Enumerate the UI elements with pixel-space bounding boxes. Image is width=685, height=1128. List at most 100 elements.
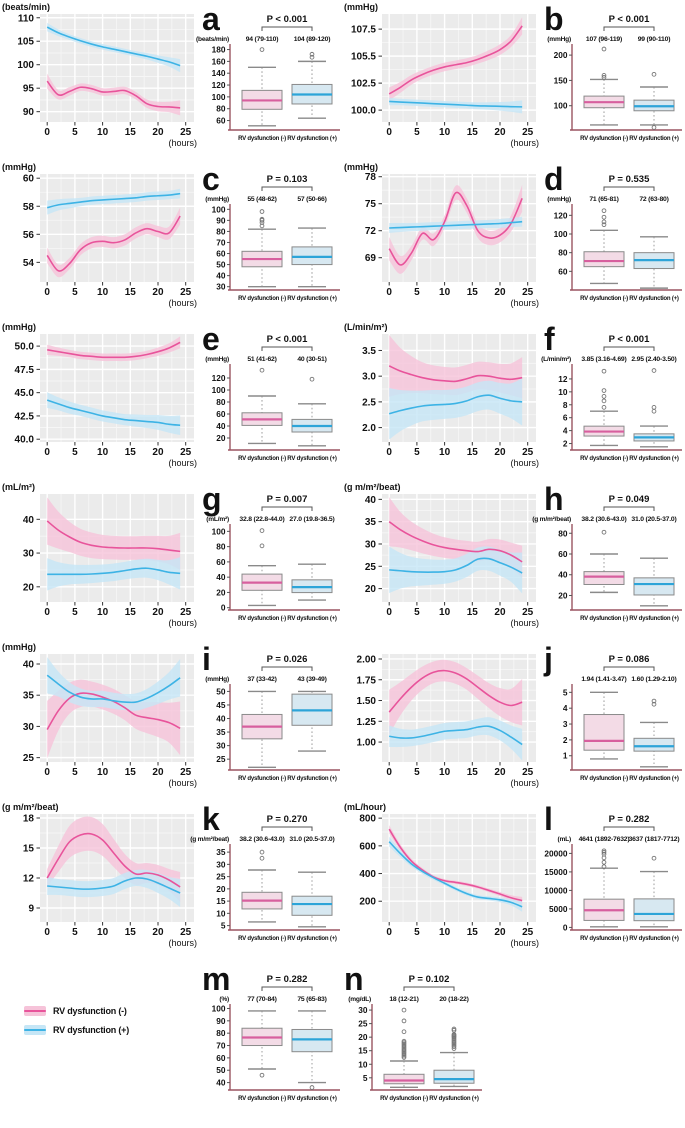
- svg-text:70: 70: [216, 1041, 226, 1051]
- svg-text:35: 35: [365, 517, 377, 528]
- y-axis-unit: (mL/m²): [2, 482, 35, 492]
- outlier: [309, 54, 315, 60]
- median-iqr-label: 31.0 (20.5-37.0): [289, 836, 334, 843]
- box-unit: (mmHg): [547, 196, 571, 203]
- svg-text:15: 15: [467, 927, 479, 938]
- svg-text:10: 10: [439, 287, 451, 298]
- outlier: [651, 855, 657, 861]
- group-label: RV dysfunction (-): [238, 295, 286, 302]
- svg-text:15: 15: [467, 287, 479, 298]
- median-iqr-label: 1.94 (1.41-3.47): [581, 676, 626, 683]
- median-iqr-label: 1.60 (1.29-2.10): [631, 676, 676, 683]
- line-chart-i: 25 30 35 40 0 5 10 15 20 25 (hours) (mmHg): [0, 640, 200, 800]
- svg-text:2.5: 2.5: [362, 397, 376, 408]
- y-axis-unit: (beats/min): [2, 2, 50, 12]
- svg-text:40: 40: [23, 659, 35, 670]
- box-blue: [633, 557, 675, 607]
- svg-text:35: 35: [23, 691, 35, 702]
- median-iqr-label: 72 (63-80): [639, 196, 668, 203]
- blue-band: [389, 836, 523, 912]
- svg-text:40: 40: [216, 271, 226, 281]
- svg-text:3.0: 3.0: [362, 372, 376, 383]
- svg-text:15000: 15000: [544, 867, 567, 877]
- median-iqr-label: 38.2 (30.6-43.0): [239, 836, 284, 843]
- svg-text:15: 15: [467, 127, 479, 138]
- pink-line: [388, 669, 523, 713]
- box-pink: [583, 529, 625, 594]
- blue-line: [46, 26, 181, 67]
- boxplot-h: h P = 0.049 (g m/m²/beat) 38.2 (30.6-43.0) 3…: [532, 480, 685, 640]
- x-axis-unit: (hours): [168, 138, 197, 148]
- svg-text:75: 75: [365, 199, 377, 210]
- pink-band: [47, 73, 181, 116]
- outlier: [651, 125, 657, 130]
- group-label: RV dysfunction (+): [287, 775, 337, 782]
- outlier: [651, 405, 657, 410]
- line-chart-c-svg: 54 56 58 60 0 5 10 15 20 25(hours) (mmHg): [2, 162, 197, 308]
- group-label: RV dysfunction (+): [629, 295, 679, 302]
- svg-text:10: 10: [439, 927, 451, 938]
- p-value: P < 0.001: [267, 334, 308, 345]
- svg-text:25: 25: [180, 127, 192, 138]
- outlier: [601, 219, 607, 225]
- outlier: [401, 1038, 407, 1044]
- line-chart-a-svg: 90 95 100 105 110 0 5 10 15 20 25(hours) (beats/min…: [2, 2, 197, 148]
- svg-text:20: 20: [23, 582, 35, 593]
- p-value: P = 0.270: [267, 814, 308, 825]
- line-chart-l: 200 400 600 800 0 5 10 15 20 25 (hours) (mL/hour): [342, 800, 542, 960]
- pink-line: [388, 365, 523, 383]
- outlier: [601, 368, 607, 374]
- svg-text:3.5: 3.5: [362, 346, 376, 357]
- box-pink: [583, 208, 625, 285]
- svg-text:9: 9: [28, 904, 34, 915]
- p-value: P < 0.001: [609, 14, 650, 25]
- box-unit: (beats/min): [196, 36, 229, 43]
- pink-swatch-icon: [24, 1006, 46, 1016]
- box-blue: [633, 71, 675, 130]
- box-pink: [241, 47, 283, 127]
- svg-text:15: 15: [125, 767, 137, 778]
- svg-text:80: 80: [558, 528, 568, 538]
- svg-text:50: 50: [216, 260, 226, 270]
- svg-text:25: 25: [23, 753, 35, 764]
- svg-text:60: 60: [216, 557, 226, 567]
- median-iqr-label: 31.0 (20.5-37.0): [631, 516, 676, 523]
- svg-text:5: 5: [414, 447, 420, 458]
- p-bracket: [261, 186, 313, 191]
- svg-text:1.75: 1.75: [357, 675, 377, 686]
- y-axis-unit: (mmHg): [2, 162, 36, 172]
- box-unit: (mL): [558, 836, 571, 843]
- pink-line: [388, 828, 523, 902]
- svg-text:105.5: 105.5: [351, 52, 376, 63]
- svg-text:15: 15: [467, 447, 479, 458]
- svg-text:5: 5: [414, 927, 420, 938]
- blue-band: [47, 392, 181, 436]
- median-iqr-label: 4641 (1892-7632): [579, 836, 630, 843]
- blue-line: [46, 399, 181, 427]
- legend-label: RV dysfunction (-): [53, 1006, 127, 1016]
- svg-text:5: 5: [72, 287, 78, 298]
- svg-text:5: 5: [563, 687, 568, 697]
- svg-text:5: 5: [72, 127, 78, 138]
- svg-text:10: 10: [97, 287, 109, 298]
- blue-line: [47, 192, 181, 209]
- group-label: RV dysfunction (+): [629, 455, 679, 462]
- boxplot-n: n P = 0.102 (mg/dL) 18 (12-21) 20 (18-22) 5 10…: [342, 960, 542, 1128]
- svg-text:20: 20: [152, 927, 164, 938]
- svg-text:25: 25: [180, 607, 192, 618]
- svg-text:20000: 20000: [544, 848, 567, 858]
- panel-letter: i: [202, 641, 211, 677]
- blue-line: [389, 725, 523, 746]
- svg-text:0: 0: [221, 603, 226, 613]
- boxplot-n-svg: n P = 0.102 (mg/dL) 18 (12-21) 20 (18-22) 5 10…: [344, 961, 482, 1102]
- outlier: [401, 1029, 407, 1035]
- svg-text:0: 0: [44, 447, 50, 458]
- line-chart-j: 1.00 1.25 1.50 1.75 2.00 0 5 10 15 20 25 (hours): [342, 640, 542, 800]
- svg-text:180: 180: [212, 45, 226, 55]
- blue-line: [47, 567, 181, 576]
- x-axis-unit: (hours): [510, 138, 539, 148]
- line-chart-d: 69 72 75 78 0 5 10 15 20 25 (hours) (mmHg): [342, 160, 542, 320]
- p-bracket: [603, 506, 655, 511]
- boxplot-k: k P = 0.270 (g m/m²/beat) 38.2 (30.6-43.0) 3…: [190, 800, 342, 960]
- boxplot-g-svg: g P = 0.007 (mL/m²) 32.8 (22.8-44.0) 27.0 (1…: [202, 481, 340, 622]
